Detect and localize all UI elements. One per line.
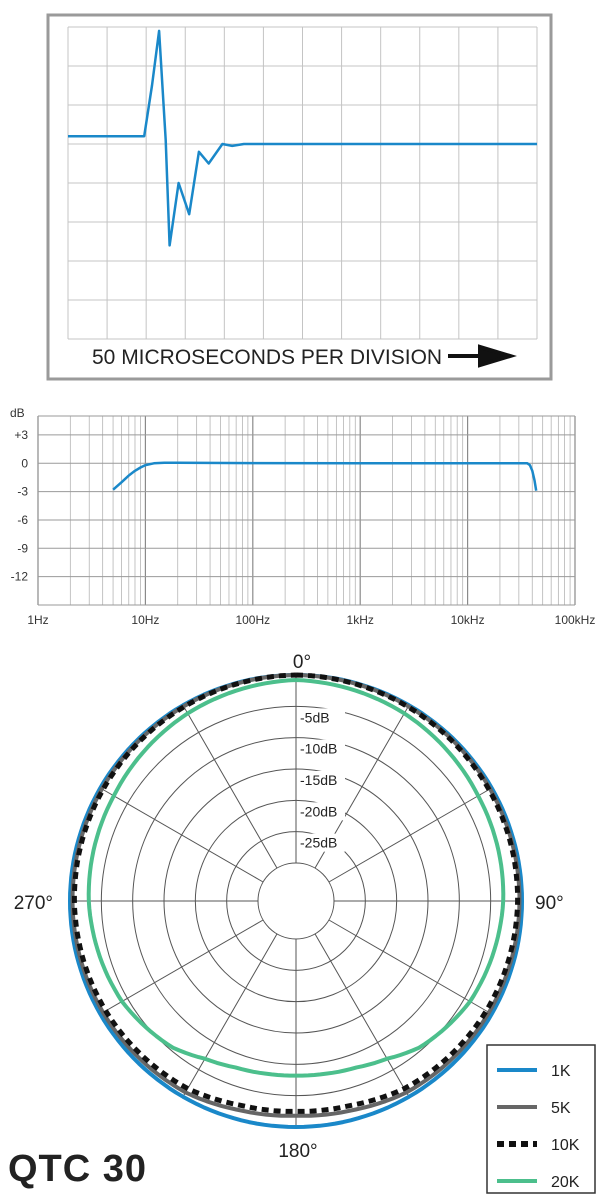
frequency-x-tick-label: 10Hz <box>131 613 159 627</box>
frequency-y-tick-label: -12 <box>11 570 29 584</box>
frequency-y-unit-label: dB <box>10 406 25 420</box>
ring-label: -10dB <box>300 741 337 757</box>
angle-label-90: 90° <box>535 893 564 914</box>
frequency-y-tick-label: -9 <box>17 541 28 555</box>
angle-label-180: 180° <box>278 1141 317 1162</box>
polar-grid-spoke <box>182 705 278 869</box>
frequency-x-tick-label: 10kHz <box>451 613 485 627</box>
frequency-y-tick-label: -3 <box>17 485 28 499</box>
polar-grid <box>69 674 523 1128</box>
frequency-grid <box>37 415 576 606</box>
ring-label: -15dB <box>300 772 337 788</box>
ring-label-bg <box>299 833 345 852</box>
ring-label: -20dB <box>300 803 337 819</box>
impulse-frame <box>46 13 553 381</box>
product-title: QTC 30 <box>8 1148 148 1190</box>
polar-series-10k <box>71 672 521 1114</box>
frequency-response-chart: +3 0 -3 -6 -9 -12 1Hz 10Hz 100Hz 1kHz 10kHz 100kHz… <box>10 406 595 627</box>
frequency-y-tick-labels: +3 0 -3 -6 -9 -12 <box>11 428 29 584</box>
impulse-response-line <box>68 29 537 247</box>
frequency-y-tick-label: +3 <box>14 428 28 442</box>
polar-grid-spoke <box>100 919 264 1015</box>
polar-grid-spoke <box>100 787 264 883</box>
ring-label-bg <box>299 708 345 727</box>
legend-label-5k: 5K <box>551 1100 571 1117</box>
polar-pattern-chart: -5dB -10dB -15dB -20dB -25dB 0° 90° 180° 270… <box>14 652 596 1194</box>
polar-grid-ring <box>257 862 335 940</box>
ring-label-bg <box>299 771 345 789</box>
polar-ring-labels: -5dB -10dB -15dB -20dB -25dB <box>299 708 345 852</box>
polar-grid-spoke <box>314 933 410 1097</box>
legend-frame <box>486 1044 596 1194</box>
ring-label: -5dB <box>300 709 330 725</box>
legend-label-20k: 20K <box>551 1174 580 1191</box>
legend-label-10k: 10K <box>551 1137 580 1154</box>
frequency-x-tick-label: 100Hz <box>235 613 270 627</box>
ring-label: -25dB <box>300 835 337 851</box>
frequency-response-line <box>112 461 538 491</box>
ring-label-bg <box>299 739 345 758</box>
polar-series <box>68 672 524 1129</box>
angle-label-270: 270° <box>14 893 53 914</box>
polar-grid-spoke <box>182 933 278 1097</box>
polar-grid-spoke <box>328 919 492 1015</box>
frequency-x-tick-labels: 1Hz 10Hz 100Hz 1kHz 10kHz 100kHz <box>27 613 595 627</box>
frequency-x-tick-label: 1Hz <box>27 613 48 627</box>
polar-series-20k <box>86 678 506 1078</box>
arrow-right-icon <box>448 344 517 368</box>
legend-label-1k: 1K <box>551 1063 571 1080</box>
frequency-y-tick-label: 0 <box>21 456 28 470</box>
polar-legend: 1K 5K 10K 20K <box>486 1044 596 1194</box>
impulse-x-axis-label: 50 MICROSECONDS PER DIVISION <box>92 346 442 369</box>
frequency-x-tick-label: 100kHz <box>555 613 596 627</box>
frequency-y-tick-label: -6 <box>17 513 28 527</box>
frequency-x-tick-label: 1kHz <box>347 613 374 627</box>
polar-grid-spoke <box>328 787 492 883</box>
impulse-response-chart: 50 MICROSECONDS PER DIVISION <box>46 13 553 381</box>
angle-label-0: 0° <box>293 652 311 673</box>
ring-label-bg <box>299 802 345 821</box>
